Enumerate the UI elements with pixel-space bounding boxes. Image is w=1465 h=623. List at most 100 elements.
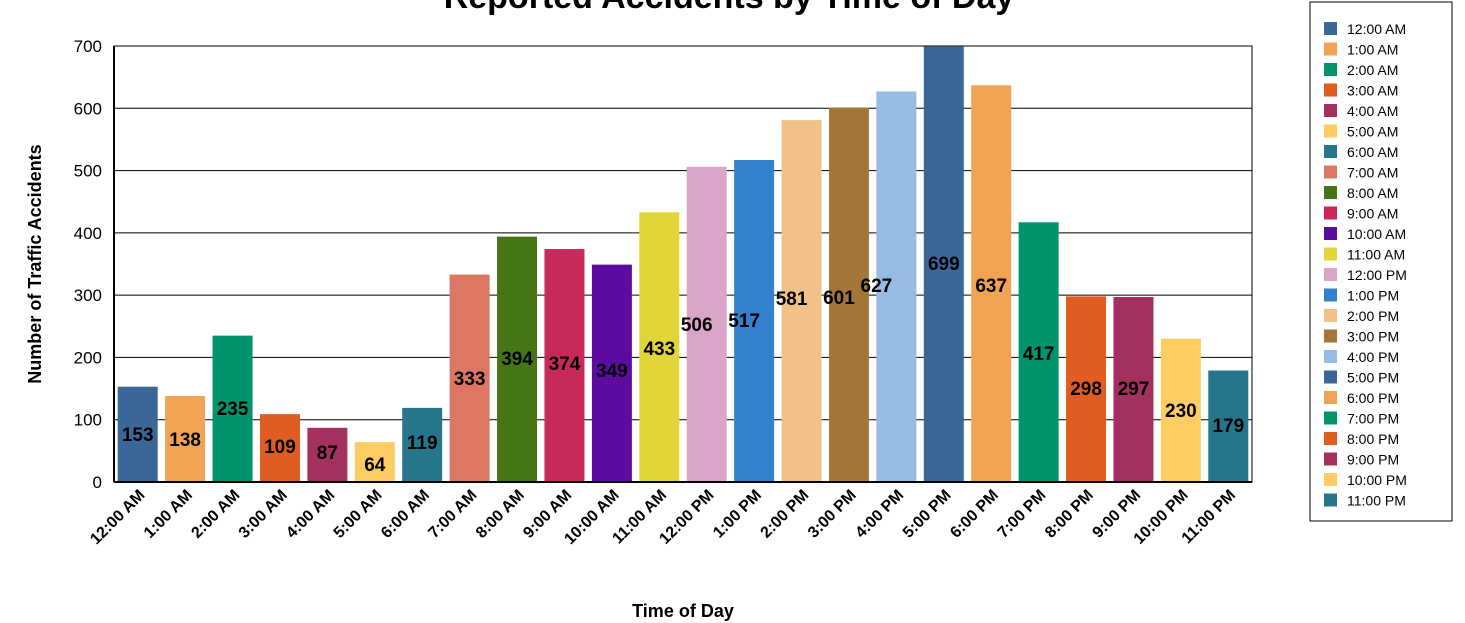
x-tick-label: 2:00 PM <box>758 487 813 542</box>
chart-title: Reported Accidents by Time of Day <box>444 0 1015 16</box>
legend-swatch <box>1324 350 1337 363</box>
legend-swatch <box>1324 145 1337 158</box>
x-tick-label: 8:00 AM <box>473 487 528 542</box>
legend-entry: 9:00 PM <box>1347 452 1399 468</box>
data-label: 699 <box>928 254 960 275</box>
bar <box>165 396 206 482</box>
bar <box>876 91 917 483</box>
y-tick-label: 0 <box>93 473 102 492</box>
bar <box>1208 370 1249 482</box>
legend-entry: 7:00 PM <box>1347 411 1399 427</box>
grid-lines <box>114 45 1252 483</box>
legend-entry: 12:00 PM <box>1347 267 1407 283</box>
x-tick-label: 2:00 AM <box>188 487 243 542</box>
legend-swatch <box>1324 63 1337 76</box>
bar <box>1113 297 1154 482</box>
data-label: 138 <box>169 430 201 451</box>
legend-swatch <box>1324 288 1337 302</box>
bar <box>117 386 158 482</box>
legend-entry: 12:00 AM <box>1347 21 1406 37</box>
legend-swatch <box>1324 42 1337 56</box>
legend-swatch <box>1324 268 1337 281</box>
y-tick-label: 400 <box>74 224 102 243</box>
legend-entry: 11:00 PM <box>1347 493 1406 509</box>
y-tick-label: 500 <box>74 162 102 181</box>
data-label: 235 <box>217 399 249 420</box>
plot-frame <box>113 45 1253 483</box>
legend-entry: 3:00 AM <box>1347 83 1398 99</box>
data-label: 297 <box>1118 379 1150 400</box>
legend-entry: 8:00 PM <box>1347 431 1399 447</box>
data-label: 333 <box>454 369 486 390</box>
bar <box>449 274 490 482</box>
data-label: 230 <box>1165 401 1197 422</box>
legend-swatch <box>1324 411 1337 425</box>
x-tick-label: 3:00 AM <box>236 487 291 542</box>
legend-entry: 8:00 AM <box>1347 185 1398 201</box>
x-tick-label: 6:00 AM <box>378 487 433 542</box>
data-label: 601 <box>823 288 855 309</box>
data-label: 179 <box>1212 416 1244 437</box>
y-tick-label: 100 <box>74 411 102 430</box>
x-tick-label: 6:00 PM <box>947 487 1002 542</box>
x-tick-label: 5:00 PM <box>900 487 955 542</box>
legend-entry: 2:00 PM <box>1347 308 1399 324</box>
bar <box>1160 338 1201 482</box>
data-label: 349 <box>596 361 628 382</box>
data-label: 109 <box>264 437 296 458</box>
legend-entry: 10:00 PM <box>1347 472 1407 488</box>
legend-swatch <box>1324 432 1337 445</box>
legend-swatch <box>1324 104 1337 117</box>
legend-entry: 9:00 AM <box>1347 206 1398 222</box>
y-axis-label: Number of Traffic Accidents <box>25 144 45 383</box>
legend-swatch <box>1324 206 1337 220</box>
bar <box>686 166 727 482</box>
x-tick-label: 3:00 PM <box>805 487 860 542</box>
data-label: 417 <box>1023 344 1055 365</box>
bar <box>402 407 443 482</box>
data-label: 581 <box>776 289 808 310</box>
data-label: 627 <box>861 276 893 297</box>
legend-swatch <box>1324 165 1337 179</box>
y-axis: 0 100 200 300 400 500 600 700 <box>74 37 115 492</box>
legend-swatch <box>1324 247 1337 261</box>
data-label: 517 <box>728 311 760 332</box>
bar <box>591 264 632 482</box>
legend-entry: 11:00 AM <box>1347 247 1405 263</box>
data-label: 64 <box>364 455 386 476</box>
bar <box>1066 296 1107 482</box>
data-label: 506 <box>681 315 713 336</box>
bar <box>212 335 253 482</box>
legend-swatch <box>1324 186 1337 199</box>
x-tick-label: 8:00 PM <box>1042 487 1097 542</box>
data-label: 433 <box>643 339 675 360</box>
legend-swatch <box>1324 227 1337 240</box>
data-label: 374 <box>549 354 581 375</box>
bar <box>781 120 822 483</box>
legend-entry: 6:00 PM <box>1347 390 1399 406</box>
bar <box>544 249 585 482</box>
bar <box>354 442 395 482</box>
legend-swatch <box>1324 493 1337 507</box>
x-tick-label: 5:00 AM <box>331 487 386 542</box>
data-labels: 153 138 235 109 87 64 119 333 394 374 349 433 506 517… <box>122 254 1244 476</box>
bar <box>734 159 775 483</box>
bar <box>828 107 869 483</box>
y-tick-label: 600 <box>74 99 102 118</box>
legend-entry: 1:00 AM <box>1347 42 1398 58</box>
y-tick-label: 200 <box>74 348 102 367</box>
legend-swatch <box>1324 391 1337 404</box>
bar <box>923 46 964 482</box>
legend-swatch <box>1324 309 1337 322</box>
legend-entry: 6:00 AM <box>1347 144 1398 160</box>
data-label: 87 <box>317 443 338 464</box>
data-label: 153 <box>122 425 154 446</box>
x-tick-label: 4:00 AM <box>283 487 338 542</box>
bar <box>1018 222 1059 483</box>
legend: 12:00 AM 1:00 AM 2:00 AM 3:00 AM 4:00 AM 5:00… <box>1309 1 1453 522</box>
bar <box>259 414 300 482</box>
legend-entry: 4:00 PM <box>1347 349 1399 365</box>
legend-swatch <box>1324 329 1337 343</box>
bars <box>117 46 1249 483</box>
legend-entry: 5:00 PM <box>1347 370 1399 386</box>
